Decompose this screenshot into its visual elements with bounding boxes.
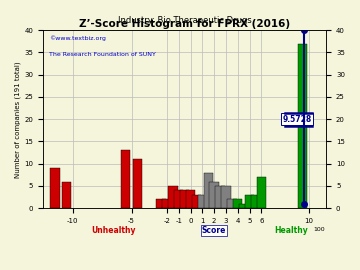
Bar — [121, 150, 130, 208]
Y-axis label: Number of companies (191 total): Number of companies (191 total) — [15, 61, 22, 178]
Bar — [251, 195, 260, 208]
Bar — [233, 199, 243, 208]
Bar — [192, 195, 201, 208]
Text: Healthy: Healthy — [274, 226, 308, 235]
Text: 100: 100 — [314, 227, 325, 232]
Bar — [186, 190, 195, 208]
Bar — [180, 190, 189, 208]
Bar — [210, 181, 219, 208]
Bar — [245, 195, 254, 208]
Text: Unhealthy: Unhealthy — [91, 226, 136, 235]
Bar — [239, 204, 248, 208]
Bar — [168, 186, 177, 208]
Bar — [162, 199, 172, 208]
Bar — [50, 168, 59, 208]
Bar — [215, 186, 225, 208]
Bar — [133, 159, 142, 208]
Bar — [156, 199, 166, 208]
Bar — [203, 173, 213, 208]
Bar — [198, 195, 207, 208]
Text: ©www.textbiz.org: ©www.textbiz.org — [49, 36, 105, 41]
Bar — [62, 181, 71, 208]
Bar — [174, 190, 184, 208]
Bar — [257, 177, 266, 208]
Text: Industry: Bio Therapeutic Drugs: Industry: Bio Therapeutic Drugs — [118, 16, 252, 25]
Bar — [227, 199, 237, 208]
Text: 9.5728: 9.5728 — [282, 115, 312, 124]
Title: Z’-Score Histogram for FPRX (2016): Z’-Score Histogram for FPRX (2016) — [79, 19, 290, 29]
Bar — [221, 186, 231, 208]
Text: The Research Foundation of SUNY: The Research Foundation of SUNY — [49, 52, 156, 57]
Bar — [298, 43, 307, 208]
Text: Score: Score — [202, 226, 226, 235]
